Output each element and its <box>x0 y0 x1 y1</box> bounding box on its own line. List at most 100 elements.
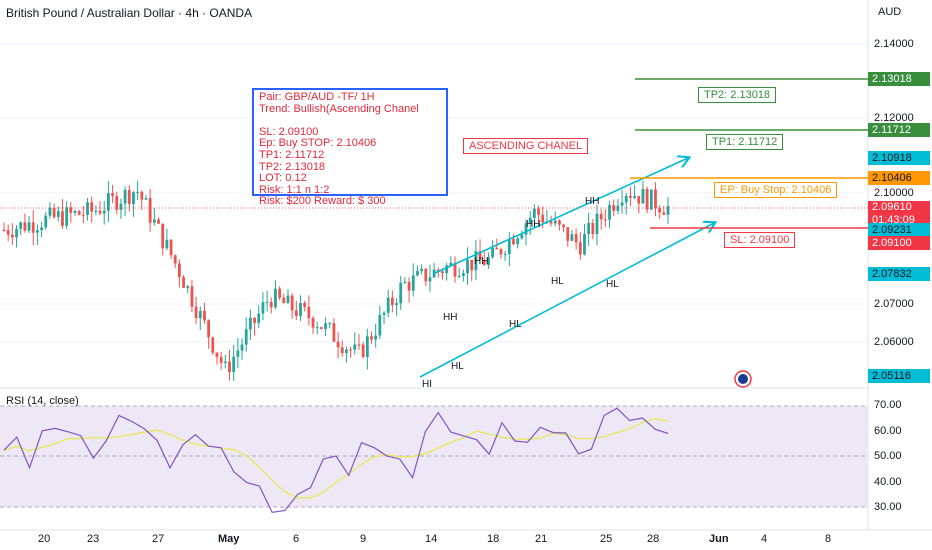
info-line: TP2: 2.13018 <box>259 160 326 173</box>
candle-body <box>119 203 123 210</box>
candle-body <box>44 215 48 228</box>
time-tick: 28 <box>647 533 660 545</box>
candle-body <box>403 282 407 284</box>
rsi-tick: 40.00 <box>874 476 902 488</box>
info-line: LOT: 0.12 <box>259 172 307 185</box>
candle-body <box>591 222 595 235</box>
candle-body <box>228 361 231 373</box>
candle-body <box>578 242 582 255</box>
candle-body <box>399 282 403 304</box>
candle-body <box>453 262 457 277</box>
hi-label: HI <box>422 379 432 390</box>
tp2-price-tag: 2.13018 <box>868 72 930 86</box>
candle-body <box>2 230 6 231</box>
candle-body <box>520 234 524 239</box>
candle-body <box>148 198 152 223</box>
candle-body <box>549 221 553 224</box>
candle-body <box>132 192 135 205</box>
time-tick: 4 <box>761 533 768 545</box>
candle-body <box>307 306 311 319</box>
candle-body <box>253 317 256 324</box>
candle-body <box>157 219 160 224</box>
candle-body <box>441 271 444 273</box>
candle-body <box>190 286 194 307</box>
candle-body <box>56 211 60 217</box>
candle-body <box>186 286 190 288</box>
candle-body <box>198 310 202 318</box>
candle-body <box>461 273 465 276</box>
candle-body <box>136 191 140 193</box>
candle-body <box>365 336 369 358</box>
time-tick: May <box>218 533 240 545</box>
tp1-price-tag: 2.11712 <box>868 123 930 137</box>
candle-body <box>203 310 206 321</box>
candle-body <box>641 188 645 204</box>
hh-label: HH <box>443 312 458 323</box>
time-tick: 6 <box>293 533 300 545</box>
candle-body <box>558 220 561 225</box>
symbol-title[interactable]: British Pound / Australian Dollar · 4h ·… <box>6 6 253 20</box>
price-tick: 2.14000 <box>874 38 914 50</box>
ascending-channel-label[interactable]: ASCENDING CHANEL <box>463 138 589 154</box>
candle-body <box>340 347 344 353</box>
candle-body <box>603 219 607 221</box>
candle-body <box>115 195 119 210</box>
rsi-tick: 60.00 <box>874 425 902 437</box>
tp1-label[interactable]: TP1: 2.11712 <box>706 134 784 150</box>
hl-label: HL <box>606 279 619 290</box>
candle-body <box>27 222 31 231</box>
candle-body <box>69 207 73 213</box>
candle-body <box>516 238 520 245</box>
candle-body <box>265 302 269 304</box>
candle-body <box>257 313 261 324</box>
overlays <box>0 78 868 388</box>
candle-body <box>286 295 290 304</box>
rsi-title[interactable]: RSI (14, close) <box>6 395 79 407</box>
candle-body <box>395 303 398 306</box>
hl-label: HL <box>509 319 522 330</box>
candle-body <box>420 268 424 272</box>
candle-body <box>532 208 536 218</box>
candle-body <box>90 202 94 212</box>
candle-body <box>240 344 244 351</box>
candle-body <box>65 207 69 226</box>
candle-body <box>570 234 574 241</box>
info-line: Risk: 1:1 n 1:2 <box>259 183 330 196</box>
candle-body <box>102 210 106 214</box>
candle-body <box>487 257 490 265</box>
trade-info-box[interactable]: Pair: GBP/AUD -TF/ 1H Trend: Bullish(Asc… <box>252 88 448 207</box>
entry-label[interactable]: EP: Buy Stop: 2.10406 <box>714 182 838 198</box>
candle-body <box>645 188 649 210</box>
candle-body <box>332 323 336 342</box>
candle-body <box>424 268 428 282</box>
candle-body <box>541 214 545 223</box>
candle-body <box>608 205 611 220</box>
candle-body <box>211 337 215 353</box>
rsi-panel <box>0 405 868 514</box>
candle-body <box>173 255 177 264</box>
currency-label[interactable]: AUD <box>878 6 902 18</box>
candle-body <box>269 302 273 308</box>
candle-body <box>52 207 56 217</box>
info-line: TP1: 2.11712 <box>259 148 325 161</box>
tp2-label[interactable]: TP2: 2.13018 <box>698 87 777 103</box>
rsi-tick: 70.00 <box>874 399 902 411</box>
candle-body <box>386 297 390 313</box>
candle-body <box>303 303 307 307</box>
candle-body <box>215 352 219 357</box>
candle-body <box>616 205 620 211</box>
candle-body <box>407 282 411 291</box>
candle-body <box>311 318 315 328</box>
stop-loss-label[interactable]: SL: 2.09100 <box>724 232 796 248</box>
candle-body <box>562 224 565 228</box>
candle-body <box>654 189 657 209</box>
candle-body <box>662 212 666 215</box>
candle-body <box>361 344 365 358</box>
candle-body <box>428 277 432 282</box>
candle-body <box>666 206 670 215</box>
candle-body <box>290 295 294 311</box>
candle-body <box>507 238 511 255</box>
candle-body <box>182 277 185 288</box>
candle-body <box>574 234 578 243</box>
